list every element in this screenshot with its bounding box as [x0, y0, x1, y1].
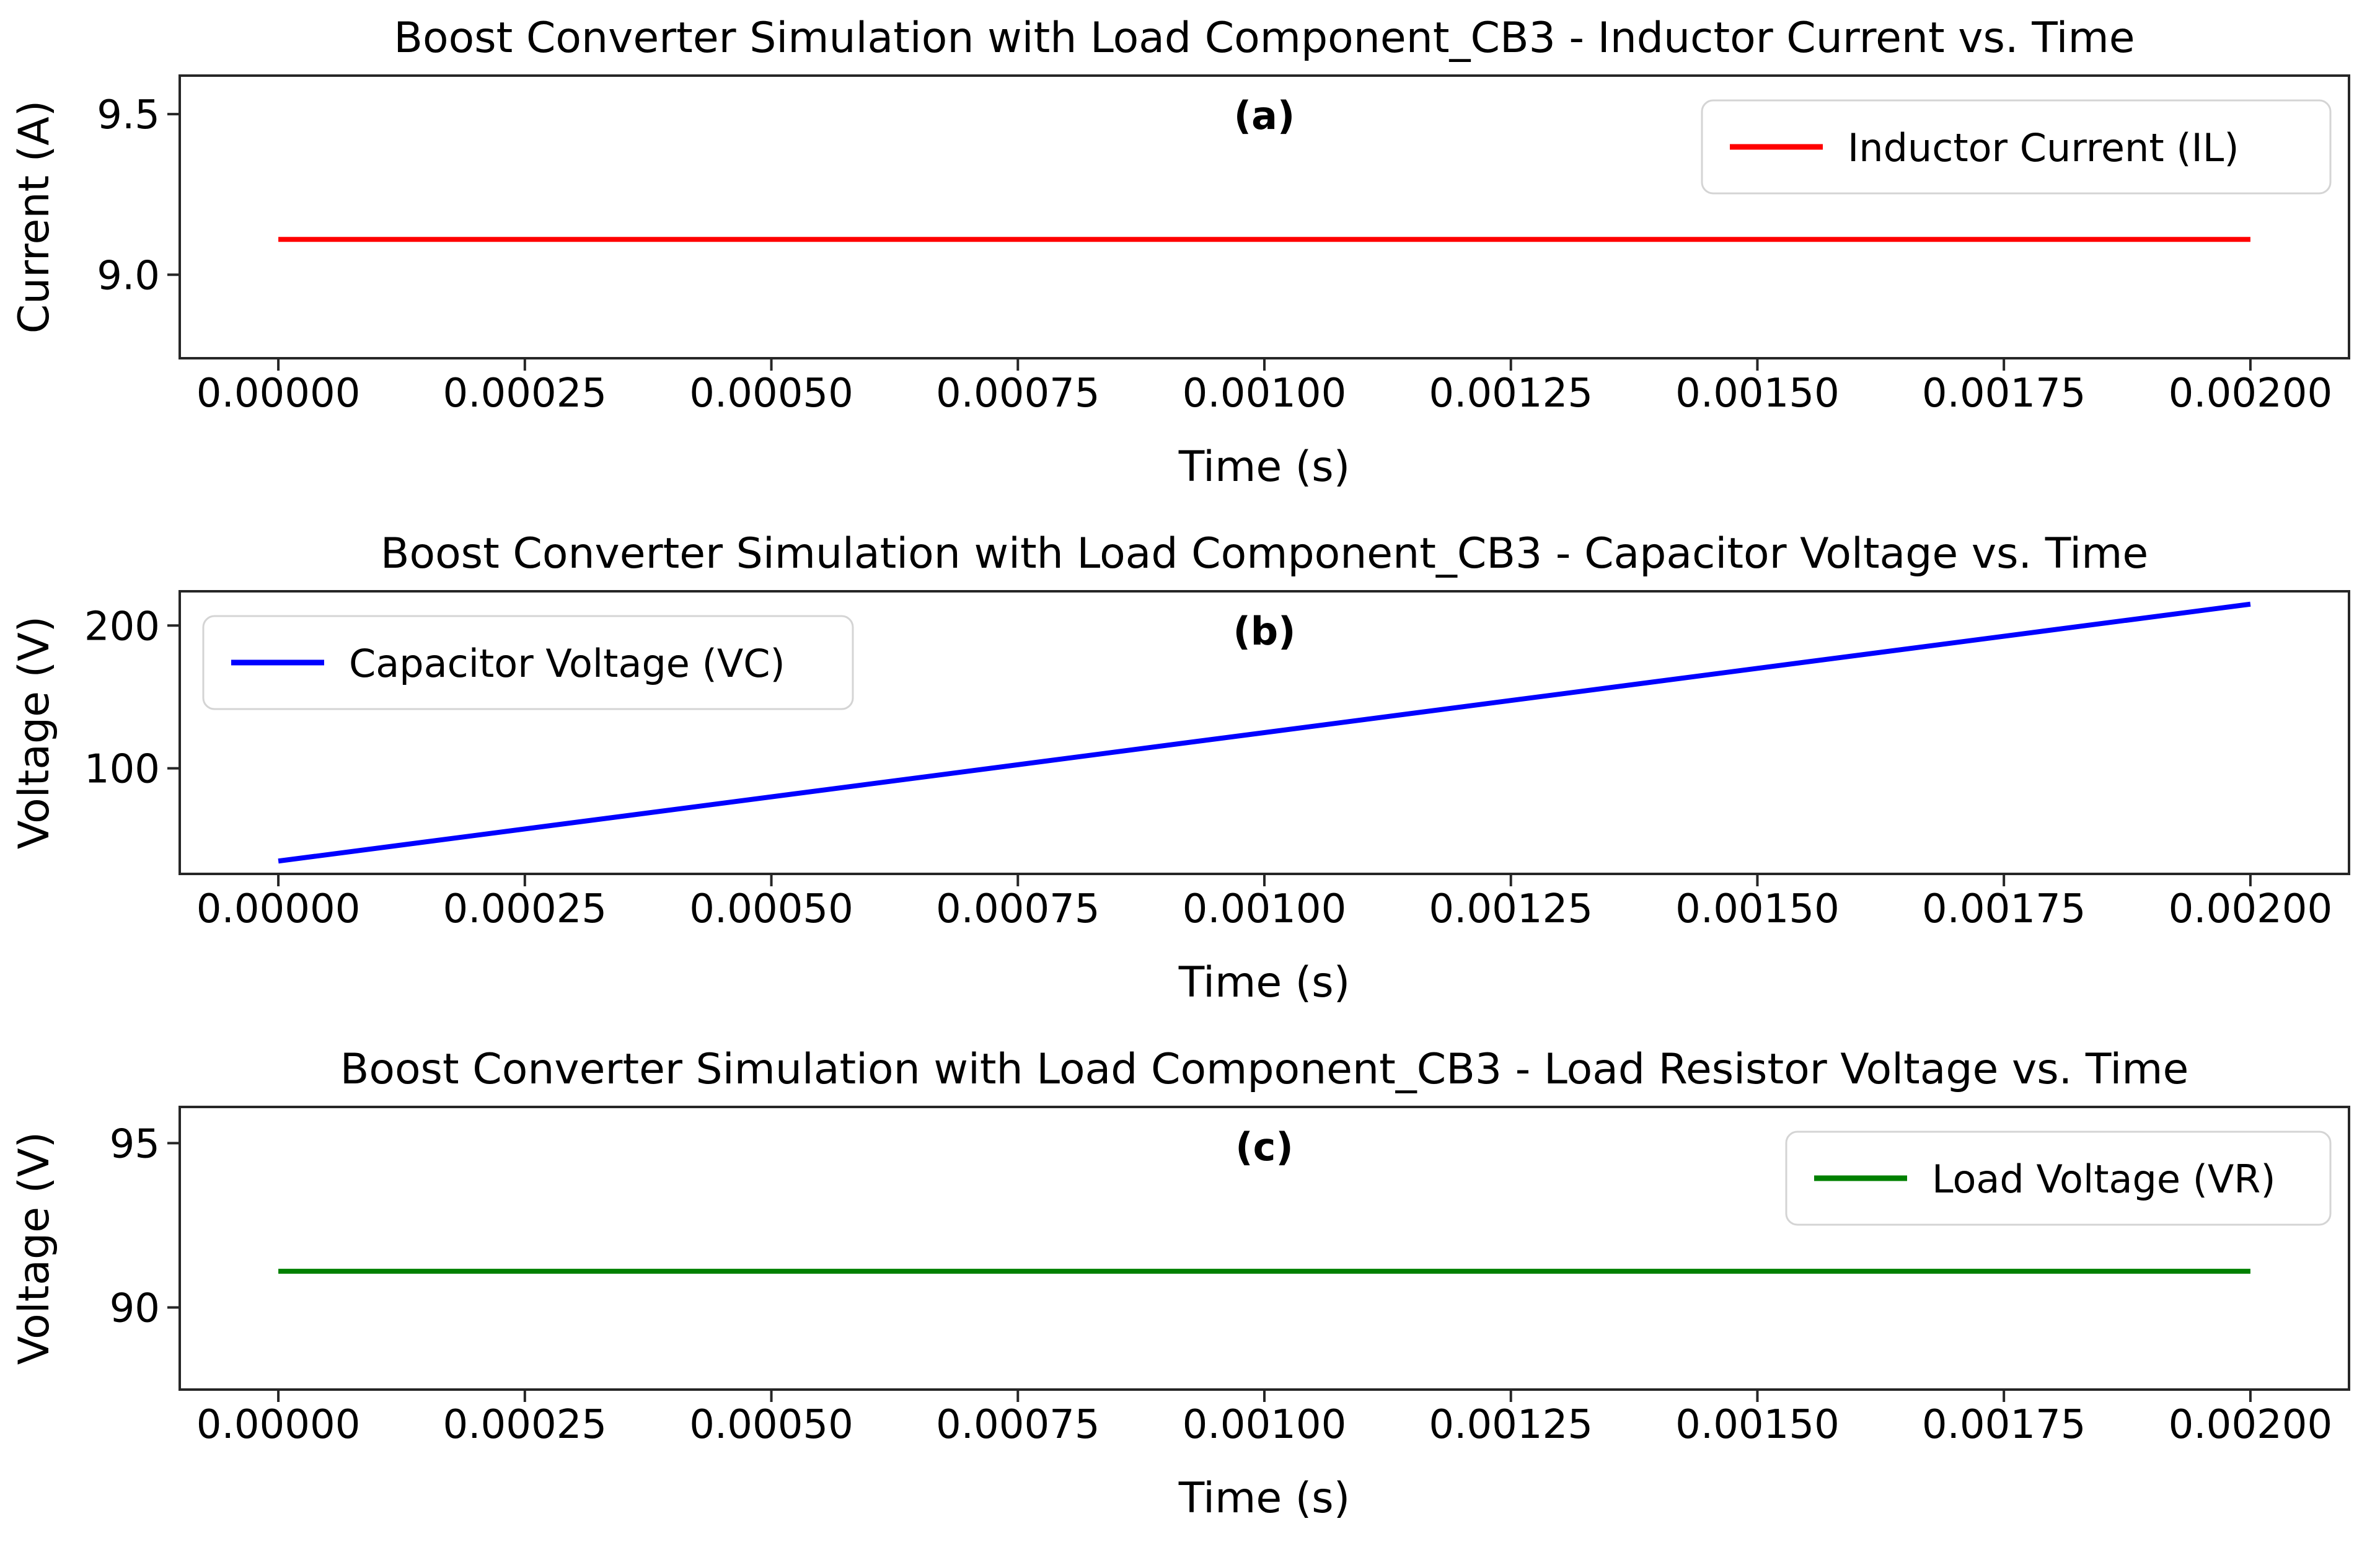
x-tick-label: 0.00075 [936, 1402, 1100, 1448]
subplot-c-canvas: Boost Converter Simulation with Load Com… [10, 1045, 2350, 1523]
x-tick-label: 0.00050 [689, 371, 853, 416]
x-tick-label: 0.00100 [1183, 1402, 1347, 1448]
x-tick-label: 0.00200 [2169, 886, 2333, 932]
x-axis-label: Time (s) [1178, 443, 1351, 491]
legend: Load Voltage (VR) [1785, 1130, 2332, 1226]
y-tick-label: 95 [110, 1121, 160, 1167]
y-tick-label: 200 [84, 604, 160, 650]
x-tick-label: 0.00075 [936, 371, 1100, 416]
x-tick-label: 0.00125 [1429, 371, 1593, 416]
x-tick-label: 0.00050 [689, 1402, 853, 1448]
x-axis-label: Time (s) [1178, 958, 1351, 1007]
y-tick-label: 9.5 [97, 92, 160, 138]
x-tick-label: 0.00200 [2169, 371, 2333, 416]
x-tick-label: 0.00125 [1429, 886, 1593, 932]
x-tick-label: 0.00125 [1429, 1402, 1593, 1448]
x-tick-label: 0.00150 [1675, 886, 1840, 932]
x-tick-label: 0.00050 [689, 886, 853, 932]
y-axis-label: Voltage (V) [10, 616, 59, 849]
legend-label: Capacitor Voltage (VC) [349, 641, 785, 686]
subplot-letter: (c) [1235, 1124, 1293, 1170]
subplot-a-canvas: Boost Converter Simulation with Load Com… [10, 14, 2350, 491]
legend-frame [1701, 99, 2332, 195]
legend: Capacitor Voltage (VC) [202, 615, 854, 710]
x-tick-label: 0.00150 [1675, 1402, 1840, 1448]
x-tick-label: 0.00075 [936, 886, 1100, 932]
y-tick-label: 9.0 [97, 253, 160, 299]
x-tick-label: 0.00025 [443, 886, 607, 932]
x-tick-label: 0.00100 [1183, 371, 1347, 416]
legend-label: Load Voltage (VR) [1932, 1157, 2276, 1202]
y-tick-label: 90 [110, 1285, 160, 1331]
legend-frame [1785, 1130, 2332, 1226]
x-tick-label: 0.00000 [196, 1402, 361, 1448]
x-tick-label: 0.00100 [1183, 886, 1347, 932]
subplot-letter: (b) [1233, 609, 1295, 654]
subplot-b: Boost Converter Simulation with Load Com… [0, 516, 2380, 1031]
legend-frame [202, 615, 854, 710]
x-tick-label: 0.00000 [196, 371, 361, 416]
x-tick-label: 0.00175 [1922, 1402, 2086, 1448]
x-axis-label: Time (s) [1178, 1474, 1351, 1523]
x-tick-label: 0.00150 [1675, 371, 1840, 416]
subplot-letter: (a) [1234, 93, 1295, 138]
subplot-b-canvas: Boost Converter Simulation with Load Com… [10, 529, 2350, 1007]
data-line [278, 601, 2251, 864]
chart-title: Boost Converter Simulation with Load Com… [340, 1045, 2189, 1094]
x-tick-label: 0.00025 [443, 371, 607, 416]
legend: Inductor Current (IL) [1701, 99, 2332, 195]
y-axis-label: Voltage (V) [10, 1132, 59, 1365]
subplot-c: Boost Converter Simulation with Load Com… [0, 1031, 2380, 1547]
x-tick-label: 0.00025 [443, 1402, 607, 1448]
chart-title: Boost Converter Simulation with Load Com… [381, 529, 2148, 578]
subplot-a: Boost Converter Simulation with Load Com… [0, 0, 2380, 516]
x-tick-label: 0.00000 [196, 886, 361, 932]
legend-label: Inductor Current (IL) [1848, 125, 2239, 170]
y-tick-label: 100 [84, 747, 160, 793]
chart-title: Boost Converter Simulation with Load Com… [394, 14, 2135, 63]
x-tick-label: 0.00175 [1922, 371, 2086, 416]
x-tick-label: 0.00200 [2169, 1402, 2333, 1448]
x-tick-label: 0.00175 [1922, 886, 2086, 932]
y-axis-label: Current (A) [10, 100, 59, 334]
